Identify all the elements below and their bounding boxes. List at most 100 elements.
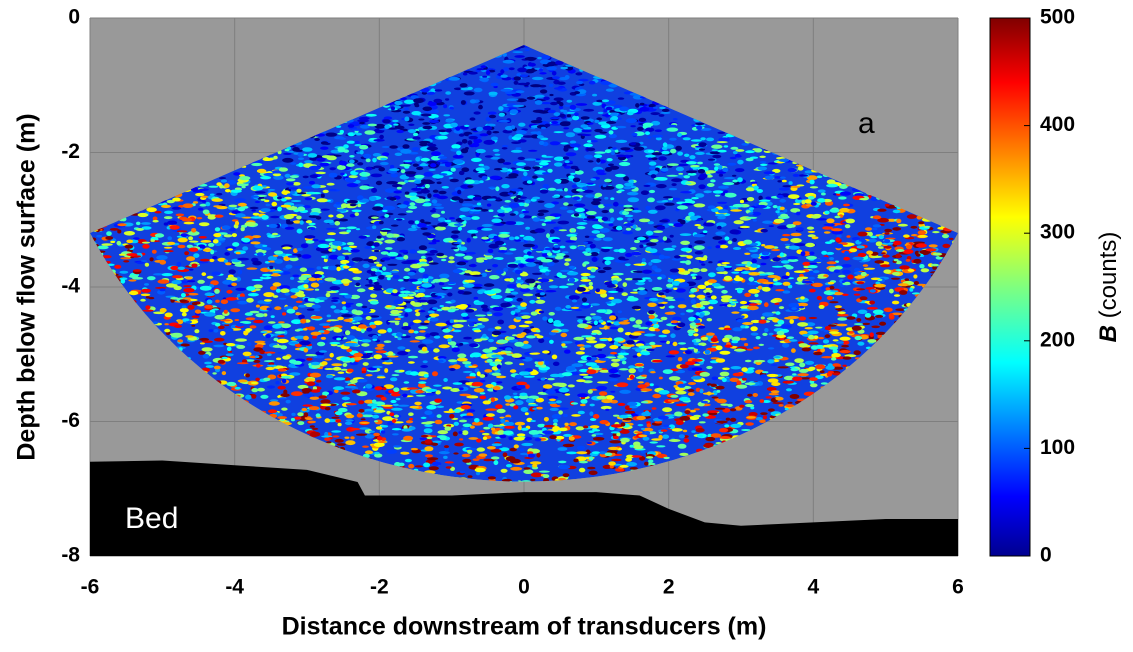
speckle (639, 245, 643, 249)
speckle (497, 320, 504, 325)
speckle (825, 326, 831, 330)
speckle (301, 254, 311, 259)
speckle (345, 256, 349, 260)
speckle (588, 160, 594, 162)
speckle (797, 322, 808, 327)
speckle (544, 417, 549, 422)
speckle (199, 222, 210, 226)
speckle (911, 226, 918, 229)
speckle (789, 339, 798, 341)
speckle (688, 382, 696, 385)
speckle (359, 122, 365, 124)
speckle (619, 162, 630, 166)
speckle (257, 300, 265, 304)
speckle (775, 289, 784, 291)
speckle (540, 297, 546, 300)
speckle (326, 441, 331, 443)
speckle (478, 105, 483, 110)
speckle (566, 132, 575, 137)
speckle (374, 420, 378, 422)
speckle (267, 385, 275, 388)
speckle (862, 323, 870, 325)
speckle (303, 176, 309, 179)
speckle (572, 185, 577, 189)
speckle (610, 352, 617, 355)
speckle (599, 391, 607, 396)
speckle (618, 328, 624, 333)
speckle (852, 237, 860, 240)
speckle (550, 229, 555, 233)
speckle (779, 187, 790, 190)
speckle (439, 274, 449, 279)
speckle (708, 261, 712, 263)
speckle (680, 241, 690, 245)
speckle (357, 288, 366, 292)
speckle (527, 97, 535, 100)
speckle (387, 277, 391, 280)
speckle (827, 179, 836, 184)
speckle (529, 300, 535, 304)
speckle (571, 363, 583, 367)
speckle (684, 199, 692, 201)
speckle (563, 147, 568, 152)
speckle (212, 308, 219, 310)
speckle (391, 174, 398, 178)
speckle (403, 436, 413, 441)
speckle (669, 376, 681, 381)
speckle (156, 255, 167, 260)
speckle (275, 331, 286, 334)
speckle (372, 225, 376, 229)
speckle (312, 428, 319, 430)
speckle (845, 224, 851, 228)
speckle (724, 205, 728, 209)
speckle (528, 404, 538, 406)
speckle (251, 279, 263, 281)
speckle (768, 408, 775, 411)
speckle (573, 337, 584, 341)
speckle (366, 159, 371, 163)
speckle (491, 295, 503, 299)
speckle (517, 277, 521, 279)
speckle (769, 333, 774, 336)
speckle (716, 399, 726, 404)
speckle (366, 114, 377, 117)
speckle (675, 298, 685, 302)
speckle (825, 211, 830, 215)
speckle (653, 230, 663, 233)
speckle (416, 167, 423, 170)
speckle (701, 263, 705, 265)
speckle (921, 268, 930, 272)
speckle (825, 334, 831, 338)
speckle (537, 424, 544, 428)
speckle (508, 264, 519, 268)
speckle (565, 75, 570, 79)
speckle (435, 323, 447, 327)
speckle (370, 294, 377, 298)
speckle (204, 312, 216, 317)
speckle (698, 226, 704, 230)
speckle (892, 227, 901, 231)
speckle (730, 408, 736, 411)
speckle (240, 336, 244, 338)
speckle (362, 306, 368, 308)
speckle (142, 242, 150, 244)
speckle (694, 240, 705, 244)
speckle (583, 109, 594, 112)
speckle (748, 289, 760, 294)
speckle (423, 463, 430, 468)
speckle (318, 280, 324, 283)
speckle (843, 356, 852, 359)
speckle (264, 360, 275, 362)
speckle (577, 226, 586, 229)
speckle (516, 168, 522, 170)
speckle (359, 422, 370, 424)
speckle (650, 239, 659, 242)
speckle (439, 344, 450, 348)
speckle (346, 419, 354, 421)
speckle (619, 318, 628, 320)
speckle (321, 361, 327, 365)
speckle (777, 180, 781, 182)
speckle (408, 356, 418, 359)
speckle (278, 386, 286, 390)
speckle (735, 168, 744, 172)
